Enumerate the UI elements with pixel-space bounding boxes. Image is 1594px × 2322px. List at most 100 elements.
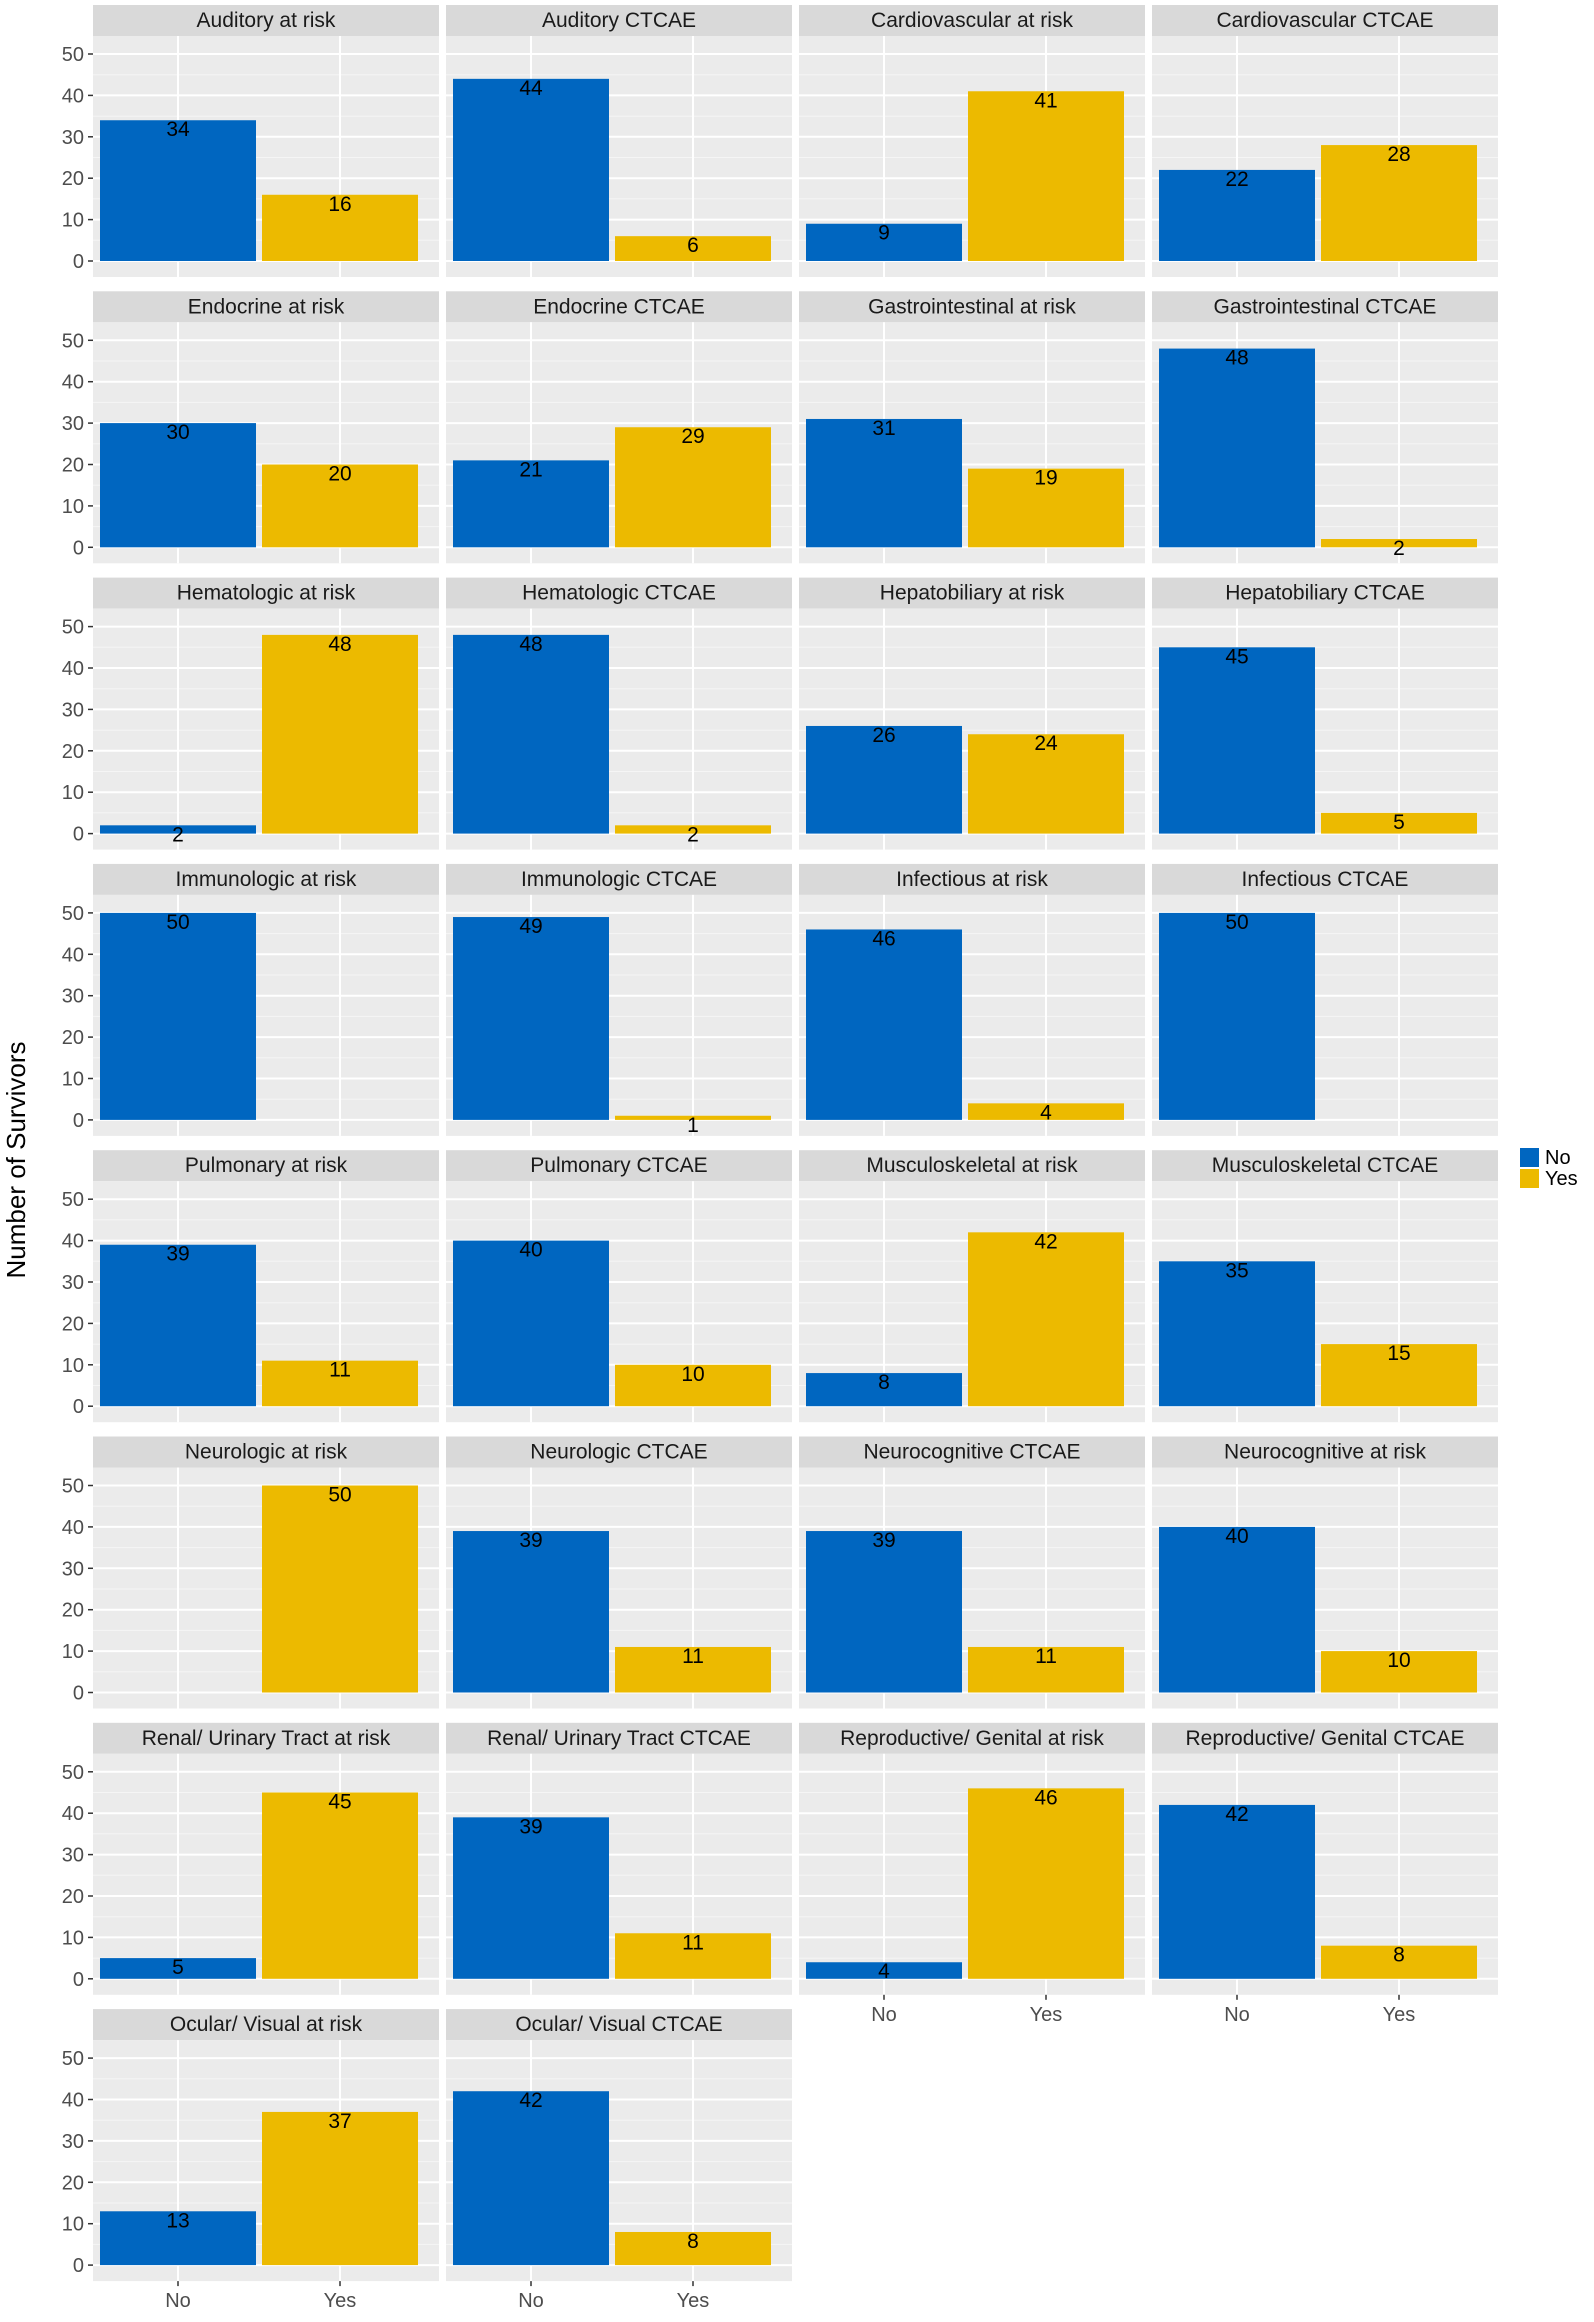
data-label-auditory-at-risk-no: 34 (166, 118, 190, 141)
data-label-immunologic-ctcae-yes: 1 (687, 1114, 699, 1137)
y-tick-label: 30 (62, 413, 84, 435)
y-tick-label: 10 (62, 2214, 84, 2236)
facet-title-neurocognitive-at-risk: Neurocognitive at risk (1224, 1441, 1426, 1464)
y-tick-label: 20 (62, 741, 84, 763)
bar-hematologic-at-risk-yes (262, 634, 418, 834)
bar-cardiovascular-at-risk-yes (968, 91, 1124, 261)
bar-renal-urinary-tract-ctcae-no (453, 1817, 609, 1979)
facet-title-auditory-at-risk: Auditory at risk (197, 9, 336, 32)
facet-title-immunologic-ctcae: Immunologic CTCAE (521, 868, 717, 891)
facet-title-immunologic-at-risk: Immunologic at risk (176, 868, 357, 891)
bar-reproductive-genital-ctcae-yes (1321, 1945, 1477, 1979)
data-label-pulmonary-at-risk-yes: 11 (329, 1359, 351, 1382)
x-tick-label: Yes (677, 2290, 710, 2312)
facet-strip-neurocognitive-at-risk (1152, 1436, 1498, 1468)
data-label-musculoskeletal-ctcae-yes: 15 (1387, 1342, 1410, 1365)
bar-endocrine-at-risk-no (100, 423, 256, 548)
bar-auditory-ctcae-no (453, 78, 609, 261)
data-label-renal-urinary-tract-ctcae-yes: 11 (682, 1931, 704, 1954)
y-tick-label: 0 (73, 1683, 84, 1705)
facet-strip-reproductive-genital-ctcae (1152, 1722, 1498, 1754)
bar-infectious-at-risk-no (806, 929, 962, 1120)
bar-reproductive-genital-at-risk-no (806, 1962, 962, 1979)
y-tick-label: 0 (73, 1110, 84, 1132)
data-label-hepatobiliary-at-risk-no: 26 (872, 724, 895, 747)
facet-strip-neurologic-at-risk (93, 1436, 439, 1468)
facet-strip-immunologic-at-risk (93, 863, 439, 895)
data-label-musculoskeletal-ctcae-no: 35 (1225, 1259, 1248, 1282)
facet-title-reproductive-genital-ctcae: Reproductive/ Genital CTCAE (1186, 1727, 1465, 1750)
facet-title-hematologic-at-risk: Hematologic at risk (177, 582, 356, 605)
data-label-gastrointestinal-at-risk-yes: 19 (1034, 467, 1057, 490)
bar-auditory-ctcae-yes (615, 236, 771, 261)
facet-title-hepatobiliary-at-risk: Hepatobiliary at risk (880, 582, 1065, 605)
data-label-neurocognitive-at-risk-yes: 10 (1387, 1649, 1410, 1672)
data-label-cardiovascular-at-risk-yes: 41 (1034, 89, 1057, 112)
y-tick-label: 30 (62, 986, 84, 1008)
facet-strip-gastrointestinal-at-risk (799, 291, 1145, 323)
data-label-pulmonary-at-risk-no: 39 (166, 1243, 189, 1266)
y-tick-label: 10 (62, 782, 84, 804)
y-tick-label: 30 (62, 699, 84, 721)
data-label-cardiovascular-at-risk-no: 9 (878, 222, 890, 245)
bar-hepatobiliary-at-risk-no (806, 725, 962, 834)
data-label-auditory-ctcae-no: 44 (519, 77, 543, 100)
y-tick-label: 10 (62, 210, 84, 232)
data-label-immunologic-at-risk-no: 50 (166, 911, 189, 934)
facet-title-gastrointestinal-at-risk: Gastrointestinal at risk (868, 295, 1076, 318)
facet-strip-pulmonary-at-risk (93, 1150, 439, 1182)
y-tick-label: 0 (73, 537, 84, 559)
data-label-pulmonary-ctcae-no: 40 (519, 1239, 542, 1262)
data-label-gastrointestinal-ctcae-yes: 2 (1393, 537, 1405, 560)
bar-hepatobiliary-ctcae-yes (1321, 812, 1477, 834)
bar-gastrointestinal-ctcae-yes (1321, 539, 1477, 548)
facet-strip-cardiovascular-at-risk (799, 5, 1145, 36)
bar-hematologic-ctcae-no (453, 634, 609, 834)
y-tick-label: 40 (62, 944, 84, 966)
data-label-endocrine-at-risk-yes: 20 (328, 463, 351, 486)
bar-ocular-visual-at-risk-no (100, 2211, 256, 2266)
data-label-hematologic-ctcae-no: 48 (519, 633, 542, 656)
data-label-gastrointestinal-at-risk-no: 31 (872, 417, 895, 440)
facet-title-endocrine-ctcae: Endocrine CTCAE (533, 295, 705, 318)
y-tick-label: 30 (62, 1272, 84, 1294)
bar-ocular-visual-ctcae-no (453, 2091, 609, 2266)
bar-infectious-at-risk-yes (968, 1103, 1124, 1120)
bar-ocular-visual-ctcae-yes (615, 2231, 771, 2266)
bar-auditory-at-risk-no (100, 120, 256, 262)
facet-title-musculoskeletal-at-risk: Musculoskeletal at risk (866, 1154, 1078, 1177)
y-tick-label: 10 (62, 496, 84, 518)
x-tick-label: No (518, 2290, 544, 2312)
facet-strip-renal-urinary-tract-at-risk (93, 1722, 439, 1754)
facet-strip-cardiovascular-ctcae (1152, 5, 1498, 36)
y-tick-label: 10 (62, 1641, 84, 1663)
data-label-endocrine-ctcae-yes: 29 (681, 425, 704, 448)
data-label-musculoskeletal-at-risk-yes: 42 (1034, 1230, 1057, 1253)
data-label-endocrine-ctcae-no: 21 (519, 458, 542, 481)
facet-strip-hepatobiliary-ctcae (1152, 577, 1498, 609)
data-label-immunologic-ctcae-no: 49 (519, 915, 542, 938)
legend-label-no: No (1545, 1147, 1571, 1169)
data-label-neurologic-ctcae-no: 39 (519, 1529, 542, 1552)
data-label-reproductive-genital-ctcae-yes: 8 (1393, 1944, 1405, 1967)
bar-pulmonary-at-risk-no (100, 1244, 256, 1407)
bar-renal-urinary-tract-ctcae-yes (615, 1933, 771, 1979)
data-label-hematologic-at-risk-no: 2 (172, 823, 184, 846)
data-label-neurologic-ctcae-yes: 11 (682, 1645, 704, 1668)
facet-title-cardiovascular-at-risk: Cardiovascular at risk (871, 9, 1073, 32)
x-tick-label: No (1224, 2004, 1250, 2026)
data-label-hepatobiliary-ctcae-yes: 5 (1393, 811, 1405, 834)
x-tick-label: No (165, 2290, 191, 2312)
facet-title-reproductive-genital-at-risk: Reproductive/ Genital at risk (840, 1727, 1104, 1750)
y-tick-label: 30 (62, 2131, 84, 2153)
data-label-renal-urinary-tract-ctcae-no: 39 (519, 1815, 542, 1838)
facet-title-pulmonary-at-risk: Pulmonary at risk (185, 1154, 348, 1177)
facet-strip-ocular-visual-at-risk (93, 2009, 439, 2041)
facet-title-infectious-ctcae: Infectious CTCAE (1242, 868, 1409, 891)
data-label-infectious-at-risk-no: 46 (872, 927, 895, 950)
bar-pulmonary-at-risk-yes (262, 1360, 418, 1407)
data-label-hematologic-at-risk-yes: 48 (328, 633, 351, 656)
y-tick-label: 50 (62, 2048, 84, 2070)
facet-title-hematologic-ctcae: Hematologic CTCAE (522, 582, 716, 605)
